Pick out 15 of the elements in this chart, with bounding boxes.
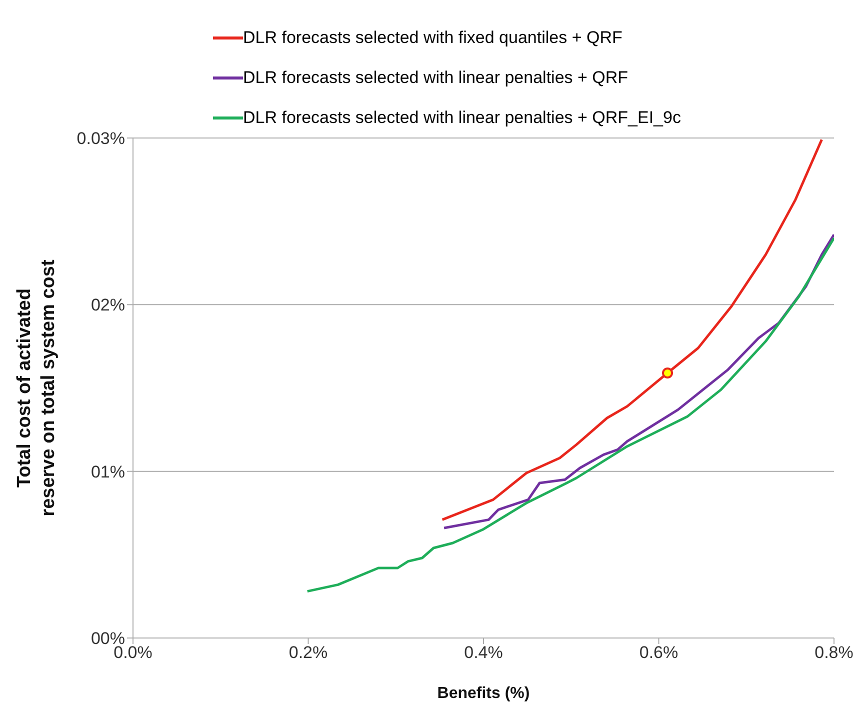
x-tick-label: 0.0% [114,643,152,662]
line-series [441,138,823,521]
y-axis-title: Total cost of activated reserve on total system cost [14,259,59,516]
x-tick-label: 0.4% [464,643,503,662]
legend-label: DLR forecasts selected with fixed quantiles + QRF [243,28,622,48]
x-axis-title: Benefits (%) [437,685,530,702]
legend-label: DLR forecasts selected with linear penalties + QRF [243,68,628,88]
x-tick-label: 0.2% [288,643,328,662]
y-tick-label: 0.03% [76,129,125,148]
line-series [306,236,834,593]
y-tick-label: 01% [90,462,125,482]
x-tick-label: 0.8% [814,643,854,662]
y-tick-label: 02% [90,296,125,315]
x-tick-label: 0.6% [639,643,678,662]
legend-label: DLR forecasts selected with linear penalties + QRF_EI_9c [243,108,681,128]
